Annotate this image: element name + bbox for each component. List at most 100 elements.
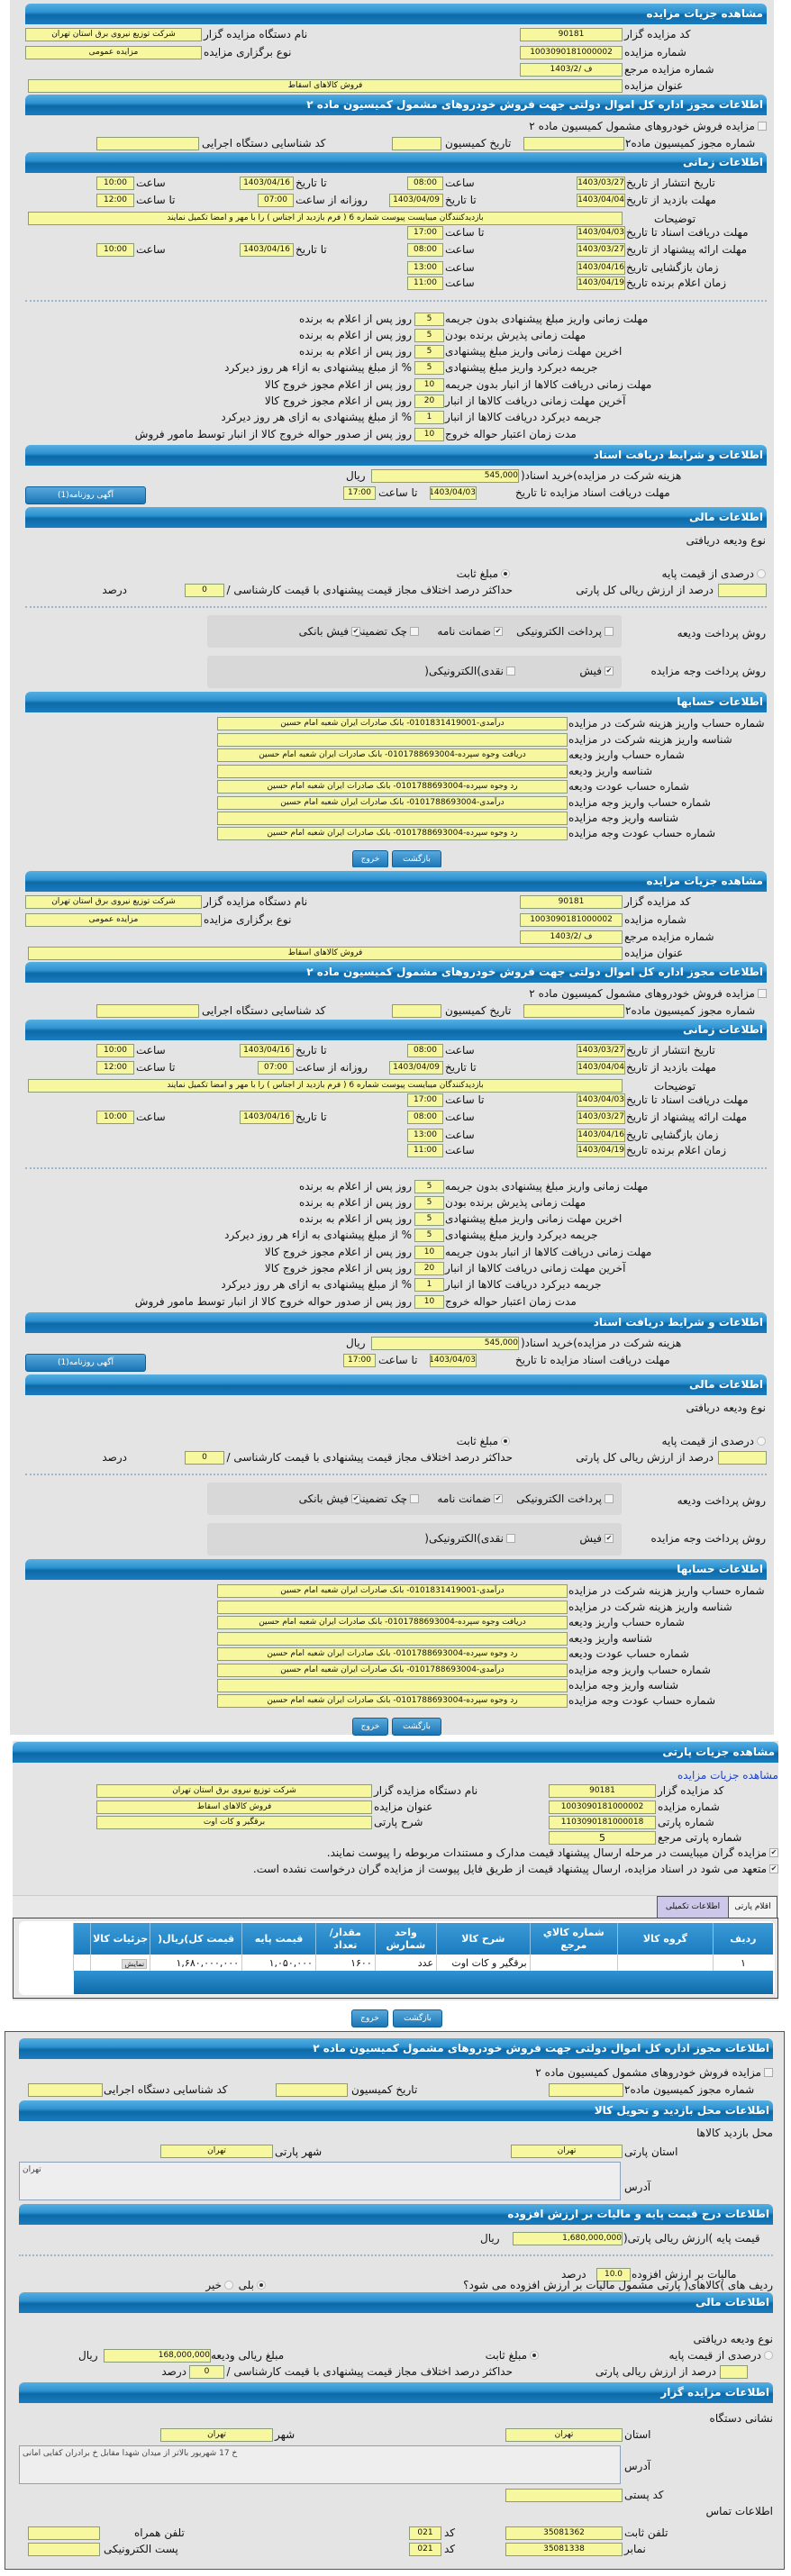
- auction-subject-field[interactable]: فروش کالاهای اسقاط: [28, 79, 623, 93]
- party-org-code-field[interactable]: 90181: [549, 1784, 656, 1798]
- visit-from-date[interactable]: 1403/04/04: [577, 1061, 625, 1075]
- max-diff-field[interactable]: 0: [189, 2365, 224, 2379]
- docs-deadline-time[interactable]: 17:00: [407, 226, 443, 240]
- notice-no-file-offer[interactable]: متعهد می شود در اسناد مزایده، ارسال پیشن…: [253, 1862, 778, 1876]
- checkbox[interactable]: [769, 1848, 778, 1857]
- payment-method-cash[interactable]: نقدی)الکترونیکی(: [424, 1531, 515, 1546]
- offer-to-time[interactable]: 10:00: [96, 1111, 134, 1124]
- doc-deadline-time[interactable]: 17:00: [343, 486, 376, 500]
- address-textarea[interactable]: تهران: [19, 2162, 621, 2200]
- permit-checkbox-row[interactable]: مزایده فروش خودروهای مشمول کمیسیون ماده …: [529, 986, 767, 1001]
- checkbox[interactable]: [605, 1534, 614, 1543]
- permit-number-field[interactable]: [549, 2083, 623, 2097]
- auction-type-field[interactable]: مزایده عمومی: [25, 913, 202, 927]
- winner-time[interactable]: 11:00: [407, 1144, 443, 1157]
- phone-code-field[interactable]: 021: [409, 2526, 441, 2540]
- exec-code-field[interactable]: [96, 137, 199, 150]
- deadline-field[interactable]: 5: [414, 1180, 444, 1193]
- newspaper-ad-button[interactable]: آگهی روزنامه(1): [25, 486, 146, 504]
- col-ref-code[interactable]: شماره کالاي مرجع: [529, 1923, 618, 1955]
- checkbox[interactable]: [494, 1494, 503, 1503]
- doc-deadline-time[interactable]: 17:00: [343, 1354, 376, 1367]
- account-field[interactable]: [217, 1601, 568, 1614]
- deadline-field[interactable]: 10: [414, 428, 444, 441]
- permit-checkbox-row-2[interactable]: مزایده فروش خودروهای مشمول کمیسیون ماده …: [535, 2065, 773, 2080]
- deposit-method-bank-slip[interactable]: فیش بانکی: [299, 624, 360, 639]
- deposit-method-electronic[interactable]: پرداخت الکترونیکی: [516, 1492, 614, 1506]
- checkbox[interactable]: [769, 1864, 778, 1873]
- checkbox[interactable]: [410, 627, 419, 636]
- party-org-name-field[interactable]: شرکت توزیع نیروی برق استان تهران: [96, 1784, 372, 1798]
- exit-button[interactable]: خروج: [352, 1718, 388, 1736]
- col-row[interactable]: ردیف: [712, 1923, 773, 1955]
- permit-checkbox[interactable]: [764, 2068, 773, 2077]
- permit-number-field[interactable]: [523, 1004, 624, 1018]
- auction-number-field[interactable]: 1003090181000002: [520, 46, 623, 59]
- back-button[interactable]: بازگشت: [392, 850, 441, 868]
- offer-to-date[interactable]: 1403/04/16: [240, 243, 294, 257]
- party-subject-field[interactable]: فروش کالاهای اسقاط: [96, 1800, 372, 1814]
- phone-field[interactable]: 35081362: [505, 2526, 623, 2540]
- auction-number-field[interactable]: 1003090181000002: [520, 913, 623, 927]
- org-province-field[interactable]: تهران: [505, 2428, 623, 2442]
- exit-button[interactable]: خروج: [351, 2009, 388, 2027]
- checkbox[interactable]: [506, 1534, 515, 1543]
- deadline-field[interactable]: 20: [414, 395, 444, 408]
- deadline-field[interactable]: 10: [414, 378, 444, 392]
- docs-deadline-date[interactable]: 1403/04/03: [577, 226, 625, 240]
- newspaper-ad-button[interactable]: آگهی روزنامه(1): [25, 1354, 146, 1372]
- auction-details-link[interactable]: مشاهده جزیات مزایده: [677, 1769, 778, 1782]
- offer-from-time[interactable]: 08:00: [407, 243, 443, 257]
- deposit-method-guarantee[interactable]: ضمانت نامه: [437, 1492, 503, 1506]
- permit-date-field[interactable]: [392, 1004, 441, 1018]
- max-diff-field[interactable]: 0: [185, 1451, 224, 1465]
- account-field[interactable]: [217, 1632, 568, 1646]
- org-city-field[interactable]: تهران: [160, 2428, 273, 2442]
- exec-code-field[interactable]: [96, 1004, 199, 1018]
- permit-checkbox[interactable]: [758, 122, 767, 131]
- deadline-field[interactable]: 5: [414, 313, 444, 326]
- visit-from-date[interactable]: 1403/04/04: [577, 194, 625, 207]
- payment-method-slip[interactable]: فیش: [579, 664, 614, 678]
- org-code-field[interactable]: 90181: [520, 28, 623, 41]
- description-field[interactable]: بازدیدکنندگان میبایست پیوست شماره 6 ( فر…: [28, 1079, 623, 1093]
- permit-date-field[interactable]: [392, 137, 441, 150]
- payment-method-cash[interactable]: نقدی)الکترونیکی(: [424, 664, 515, 678]
- org-name-field[interactable]: شرکت توزیع نیروی برق استان تهران: [25, 28, 202, 41]
- tab-additional-info[interactable]: اطلاعات تکمیلی: [657, 1896, 729, 1918]
- auction-subject-field[interactable]: فروش کالاهای اسقاط: [28, 947, 623, 960]
- deadline-field[interactable]: 5: [414, 1229, 444, 1242]
- account-field[interactable]: [217, 812, 568, 825]
- org-address-textarea[interactable]: خ 17 شهریور بالاتر از میدان شهدا مقابل خ…: [19, 2445, 621, 2484]
- deadline-field[interactable]: 5: [414, 345, 444, 358]
- account-field[interactable]: [217, 765, 568, 778]
- col-description[interactable]: شرح کالا: [436, 1923, 531, 1955]
- permit-checkbox[interactable]: [758, 989, 767, 998]
- radio-icon[interactable]: [257, 2281, 266, 2290]
- doc-deadline-date[interactable]: 1403/04/03: [430, 1354, 477, 1367]
- offer-to-date[interactable]: 1403/04/16: [240, 1111, 294, 1124]
- opening-date[interactable]: 1403/04/16: [577, 261, 625, 275]
- deposit-fixed-option[interactable]: مبلغ ثابت: [457, 567, 510, 581]
- opening-time[interactable]: 13:00: [407, 261, 443, 275]
- deadline-field[interactable]: 10: [414, 1246, 444, 1259]
- account-field[interactable]: [217, 733, 568, 747]
- radio-icon[interactable]: [530, 2351, 539, 2360]
- col-total-price[interactable]: قیمت کل)ریال(: [150, 1923, 242, 1955]
- col-group[interactable]: گروه کالا: [616, 1923, 714, 1955]
- notice-attach-docs[interactable]: مزایده گران میبایست در مرحله ارسال پیشنه…: [327, 1846, 778, 1860]
- visit-from-time[interactable]: 07:00: [258, 1061, 294, 1075]
- account-field[interactable]: رد وجوه سپرده-0101788693004- بانک صادرات…: [217, 780, 568, 794]
- checkbox[interactable]: [605, 1494, 614, 1503]
- party-desc-field[interactable]: برقگیر و کات اوت: [96, 1816, 372, 1829]
- deadline-field[interactable]: 5: [414, 361, 444, 375]
- radio-icon[interactable]: [757, 569, 766, 578]
- account-field[interactable]: رد وجوه سپرده-0101788693004- بانک صادرات…: [217, 827, 568, 840]
- publish-to-time[interactable]: 10:00: [96, 177, 134, 190]
- deposit-method-electronic[interactable]: پرداخت الکترونیکی: [516, 624, 614, 639]
- org-name-field[interactable]: شرکت توزیع نیروی برق استان تهران: [25, 895, 202, 909]
- publish-from-time[interactable]: 08:00: [407, 1044, 443, 1057]
- deadline-field[interactable]: 10: [414, 1295, 444, 1309]
- docs-deadline-time[interactable]: 17:00: [407, 1093, 443, 1107]
- deadline-field[interactable]: 5: [414, 1212, 444, 1226]
